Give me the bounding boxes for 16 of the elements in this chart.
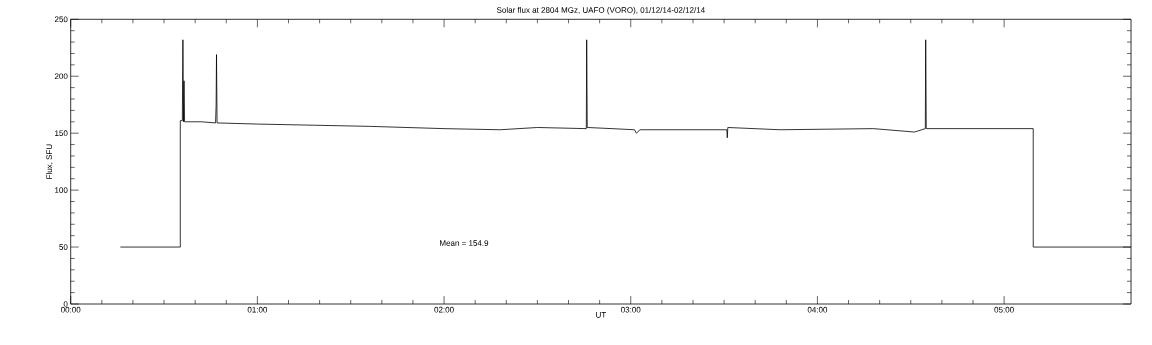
x-tick-label: 03:00 — [621, 306, 641, 313]
x-axis-title: UT — [596, 312, 607, 318]
y-tick-label: 250 — [54, 16, 68, 23]
x-tick-label: 05:00 — [994, 306, 1014, 313]
y-tick-label: 100 — [55, 187, 68, 193]
y-tick-label: 200 — [54, 73, 68, 80]
y-axis-title: Flux, SFU — [46, 144, 53, 179]
x-tick-label: 00:00 — [61, 306, 81, 313]
x-tick-label: 01:00 — [247, 306, 268, 313]
y-tick-label: 0 — [63, 301, 68, 307]
annotation: Mean = 154.9 — [440, 240, 489, 246]
x-tick-label: 04:00 — [807, 306, 828, 313]
y-tick-label: 50 — [59, 244, 68, 250]
y-tick-label: 150 — [55, 130, 68, 137]
chart-title: Solar flux at 2804 MGz, UAFO (VORO), 01/12/14-02/12/14 — [496, 7, 705, 15]
x-tick-label: 02:00 — [434, 306, 454, 313]
